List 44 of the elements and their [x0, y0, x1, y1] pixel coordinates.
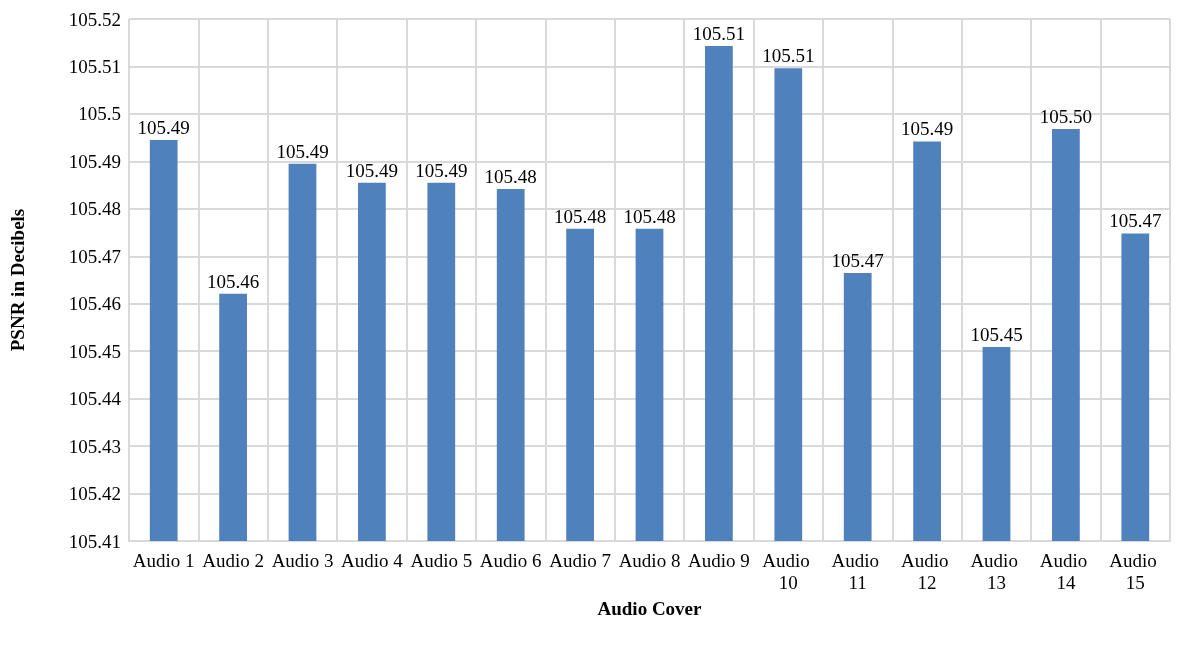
- x-tick-label: Audio 7: [549, 549, 611, 571]
- y-tick-label: 105.44: [68, 388, 122, 410]
- x-tick-label: Audio 4: [341, 549, 404, 571]
- data-label: 105.48: [553, 205, 607, 227]
- x-tick-label: Audio 12: [900, 549, 954, 593]
- data-label: 105.46: [206, 270, 260, 292]
- x-tick-label: Audio 3: [271, 549, 334, 571]
- x-tick-label: Audio 1: [132, 549, 195, 571]
- y-tick-label: 105.47: [68, 245, 121, 267]
- x-axis-title: Audio Cover: [597, 598, 703, 619]
- data-label: 105.49: [415, 159, 468, 181]
- x-tick-label: Audio 11: [831, 549, 884, 593]
- y-tick-label: 105.52: [68, 8, 121, 30]
- y-tick-label: 105.49: [68, 150, 121, 172]
- x-tick-label: Audio 8: [618, 549, 681, 571]
- data-label: 105.49: [345, 159, 399, 181]
- x-tick-label: Audio 9: [688, 549, 750, 571]
- y-tick-label: 105.51: [68, 55, 121, 77]
- y-tick-label: 105.41: [68, 530, 121, 552]
- x-tick-label: Audio 10: [762, 549, 815, 593]
- data-label: 105.47: [831, 249, 884, 271]
- x-tick-label: Audio 13: [970, 549, 1023, 593]
- data-label: 105.49: [276, 140, 329, 162]
- data-label: 105.48: [623, 205, 676, 227]
- y-tick-label: 105.45: [68, 340, 121, 362]
- y-tick-label: 105.5: [78, 103, 121, 125]
- x-tick-label: Audio 6: [479, 549, 542, 571]
- x-tick-label: Audio 15: [1109, 549, 1162, 593]
- data-label: 105.50: [1039, 106, 1093, 128]
- data-label: 105.48: [484, 165, 537, 187]
- data-label: 105.45: [970, 323, 1023, 345]
- y-tick-label: 105.46: [68, 293, 121, 315]
- data-label: 105.49: [137, 117, 190, 139]
- data-label: 105.49: [900, 118, 954, 140]
- y-axis-title: PSNR in Decibels: [7, 208, 28, 352]
- data-label: 105.51: [762, 45, 815, 67]
- x-tick-label: Audio 2: [202, 549, 264, 571]
- y-tick-label: 105.43: [68, 435, 121, 457]
- x-tick-label: Audio 14: [1039, 549, 1093, 593]
- x-tick-label: Audio 5: [410, 549, 473, 571]
- data-label: 105.51: [692, 23, 746, 45]
- y-tick-label: 105.48: [68, 198, 121, 220]
- y-tick-label: 105.42: [68, 483, 121, 505]
- data-label: 105.47: [1109, 210, 1162, 232]
